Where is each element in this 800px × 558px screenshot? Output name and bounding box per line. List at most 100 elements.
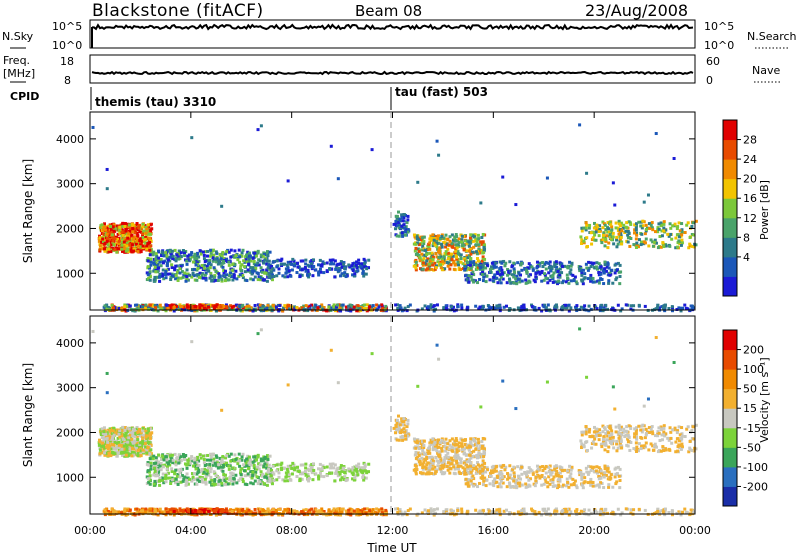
power-cell xyxy=(609,233,612,236)
power-cell xyxy=(451,258,454,261)
power-cell xyxy=(219,305,222,308)
power-cell xyxy=(314,268,317,271)
velocity-cell xyxy=(269,455,272,458)
colorbar-swatch xyxy=(723,276,737,296)
velocity-cell xyxy=(360,469,363,472)
power-cell xyxy=(508,277,511,280)
power-cell xyxy=(365,267,368,270)
velocity-cell xyxy=(252,461,255,464)
velocity-cell xyxy=(343,471,346,474)
power-scatter-cells xyxy=(92,123,698,312)
power-cell xyxy=(524,278,527,281)
power-cell xyxy=(171,250,174,253)
power-cell xyxy=(360,265,363,268)
power-cell xyxy=(561,265,564,268)
freq-trace xyxy=(92,72,693,74)
power-cell xyxy=(99,244,102,247)
power-cell xyxy=(339,274,342,277)
colorbar-swatch xyxy=(723,120,737,140)
power-cell xyxy=(215,270,218,273)
velocity-cell xyxy=(253,464,256,467)
power-cell xyxy=(165,303,168,306)
velocity-cell xyxy=(101,442,104,445)
colorbar-tick-label: 16 xyxy=(743,192,757,205)
power-cell xyxy=(278,267,281,270)
power-cell xyxy=(535,266,538,269)
power-cell xyxy=(661,241,664,244)
power-cell xyxy=(112,243,115,246)
power-cell xyxy=(157,257,160,260)
power-cell xyxy=(347,305,350,308)
velocity-cell xyxy=(203,471,206,474)
velocity-cell xyxy=(276,463,279,466)
power-cell xyxy=(419,259,422,262)
power-cell xyxy=(312,265,315,268)
power-cell xyxy=(603,272,606,275)
velocity-cell xyxy=(221,455,224,458)
power-cell xyxy=(512,275,515,278)
power-cell xyxy=(466,306,469,309)
velocity-cell xyxy=(185,479,188,482)
nave-label: Nave xyxy=(752,64,780,77)
power-cell xyxy=(409,304,412,307)
power-cell xyxy=(157,250,160,253)
power-cell xyxy=(228,264,231,267)
power-cell xyxy=(468,281,471,284)
power-cell xyxy=(635,228,638,231)
velocity-cell xyxy=(103,508,106,511)
power-cell xyxy=(299,275,302,278)
velocity-cell xyxy=(164,477,167,480)
power-cell xyxy=(125,250,128,253)
power-cell xyxy=(498,267,501,270)
power-cell xyxy=(603,244,606,247)
power-cell xyxy=(305,270,308,273)
power-cell xyxy=(438,251,441,254)
velocity-cell xyxy=(336,467,339,470)
power-cell xyxy=(496,271,499,274)
power-cell xyxy=(231,278,234,281)
power-cell xyxy=(676,227,679,230)
power-cell xyxy=(272,261,275,264)
power-cell xyxy=(329,259,332,262)
power-cell xyxy=(640,233,643,236)
power-cell xyxy=(372,304,375,307)
power-cell xyxy=(241,251,244,254)
power-cell xyxy=(580,306,583,309)
power-cell xyxy=(212,254,215,257)
power-cell xyxy=(567,282,570,285)
power-cell xyxy=(129,304,132,307)
power-cell xyxy=(598,282,601,285)
power-cell xyxy=(183,272,186,275)
power-cell xyxy=(289,275,292,278)
velocity-cell xyxy=(149,483,152,486)
power-cell xyxy=(141,223,144,226)
velocity-cell xyxy=(149,508,152,511)
power-cell xyxy=(617,304,620,307)
cpid-label: CPID xyxy=(10,90,39,103)
power-cell xyxy=(123,247,126,250)
power-cell xyxy=(671,305,674,308)
power-cell xyxy=(330,261,333,264)
power-cell xyxy=(690,305,693,308)
power-cell xyxy=(514,203,517,206)
power-cell xyxy=(437,256,440,259)
velocity-cell xyxy=(157,454,160,457)
power-cell xyxy=(262,261,265,264)
power-cell xyxy=(598,230,601,233)
velocity-cell xyxy=(272,508,275,511)
power-cell xyxy=(345,275,348,278)
power-cell xyxy=(441,260,444,263)
velocity-cell xyxy=(254,508,257,511)
power-cell xyxy=(657,246,660,249)
velocity-cell xyxy=(185,484,188,487)
power-cell xyxy=(394,227,397,230)
velocity-cell xyxy=(153,482,156,485)
power-cell xyxy=(168,272,171,275)
power-cell xyxy=(608,267,611,270)
velocity-cell xyxy=(293,468,296,471)
power-cell xyxy=(579,235,582,238)
velocity-cell xyxy=(304,463,307,466)
power-cell xyxy=(469,264,472,267)
power-cell xyxy=(240,269,243,272)
